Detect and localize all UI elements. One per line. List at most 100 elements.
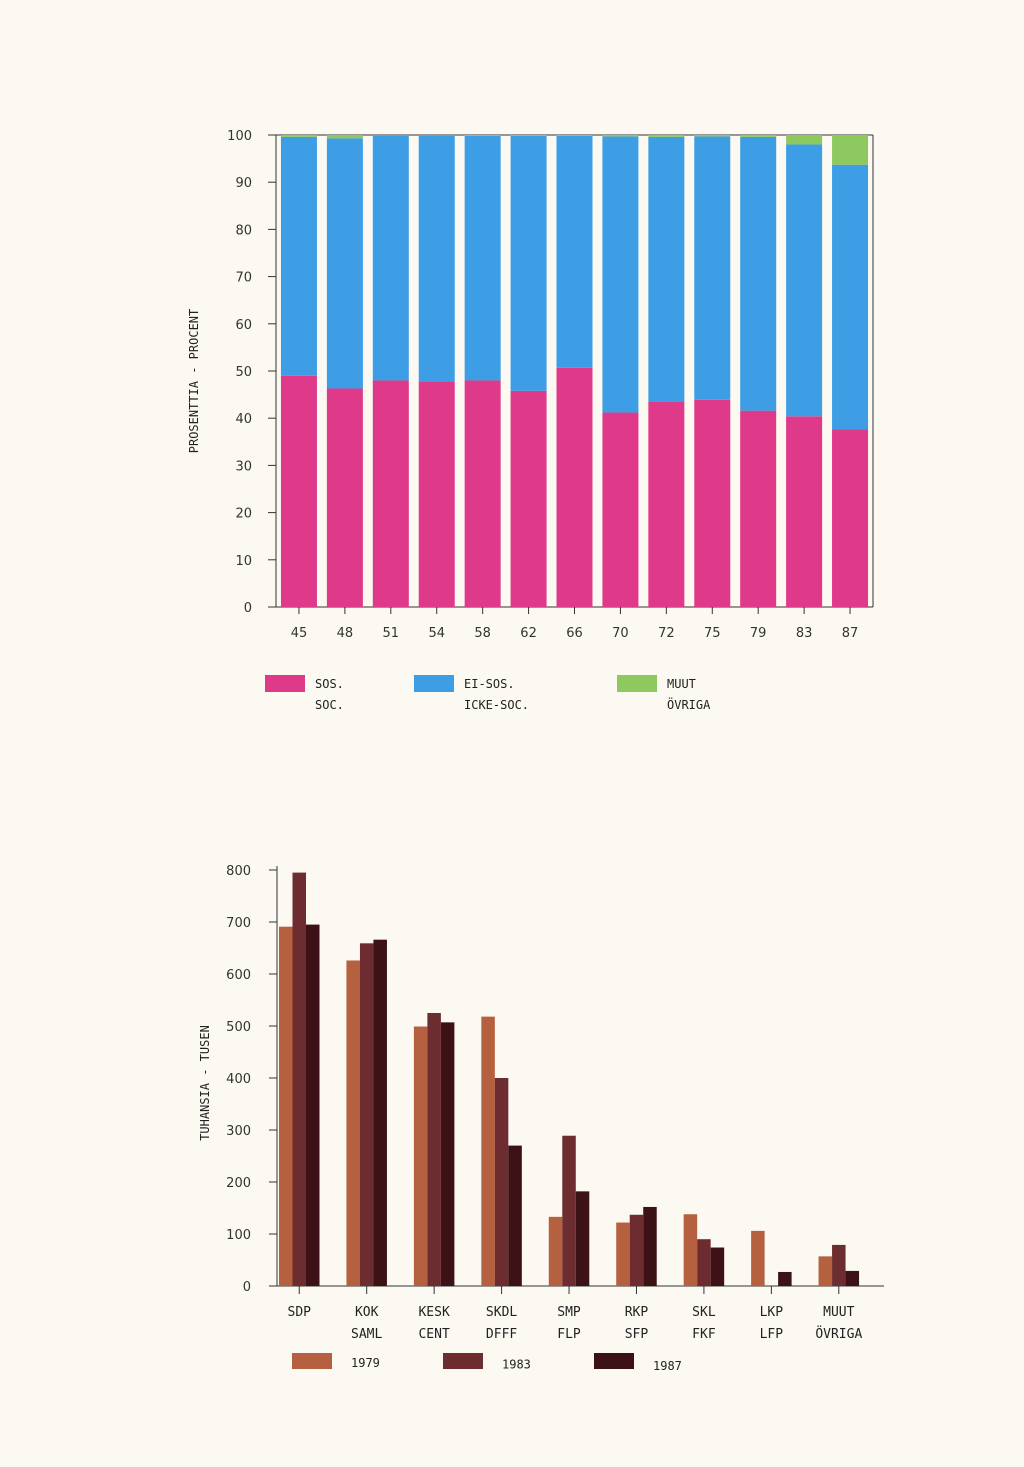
bar-segment-ei-sos xyxy=(372,135,409,381)
y-axis-title: TUHANSIA - TUSEN xyxy=(198,1025,212,1141)
bar-segment-ei-sos xyxy=(832,164,869,430)
x-category-label: SKDL xyxy=(486,1305,517,1320)
bar-1979 xyxy=(818,1256,833,1286)
x-category-label: SFP xyxy=(625,1327,649,1342)
x-tick-label: 51 xyxy=(383,626,400,641)
bar-segment-ei-sos xyxy=(740,136,777,411)
y-tick-label: 600 xyxy=(226,968,251,983)
bar-1983 xyxy=(832,1244,846,1286)
bar-segment-ei-sos xyxy=(326,138,363,389)
x-category-label: ÖVRIGA xyxy=(815,1325,862,1342)
y-tick-label: 20 xyxy=(235,507,252,522)
legend-label: 1983 xyxy=(502,1358,531,1372)
bar-segment-muut xyxy=(786,135,823,145)
y-axis-title: PROSENTTIA - PROCENT xyxy=(187,309,201,454)
x-tick-label: 83 xyxy=(796,626,813,641)
bar-segment-sos xyxy=(832,429,869,607)
legend-label: MUUT xyxy=(667,677,696,691)
bar-segment-muut xyxy=(694,135,731,137)
y-tick-label: 40 xyxy=(235,412,252,427)
x-category-label: FLP xyxy=(557,1327,581,1342)
x-tick-label: 45 xyxy=(291,626,308,641)
bar-1979 xyxy=(346,960,360,1286)
x-category-label: SKL xyxy=(692,1305,716,1320)
bar-segment-ei-sos xyxy=(510,135,547,391)
bar-1983 xyxy=(494,1078,509,1286)
x-tick-label: 54 xyxy=(428,626,445,641)
bar-segment-ei-sos xyxy=(602,136,639,413)
legend-label: SOS. xyxy=(315,677,344,691)
bar-1983 xyxy=(359,943,374,1286)
x-tick-label: 79 xyxy=(750,626,767,641)
bar-segment-ei-sos xyxy=(280,136,317,376)
bar-1979 xyxy=(279,926,293,1286)
x-tick-label: 70 xyxy=(612,626,629,641)
legend-label: 1979 xyxy=(351,1356,380,1370)
y-tick-label: 100 xyxy=(227,129,252,144)
bar-segment-sos xyxy=(786,416,823,607)
x-tick-label: 66 xyxy=(566,626,583,641)
y-tick-label: 70 xyxy=(235,271,252,286)
y-tick-label: 80 xyxy=(235,223,252,238)
legend-swatch xyxy=(414,675,454,692)
bar-segment-muut xyxy=(602,135,639,137)
bar-segment-sos xyxy=(556,367,593,607)
bar-segment-muut xyxy=(832,135,869,165)
bar-1983 xyxy=(629,1214,644,1286)
bar-1983 xyxy=(562,1135,576,1286)
x-category-label: SDP xyxy=(288,1305,312,1320)
y-tick-label: 10 xyxy=(235,554,252,569)
y-tick-label: 200 xyxy=(226,1176,251,1191)
party-votes-bar-chart: 0 100 200 300 400 500 600 700 800 TUHANSIA - TUSE… xyxy=(198,864,884,1373)
x-tick-label: 72 xyxy=(658,626,675,641)
x-category-label: KESK xyxy=(418,1305,449,1320)
legend-label: SOC. xyxy=(315,698,344,712)
bar-1979 xyxy=(616,1222,630,1286)
y-tick-label: 700 xyxy=(226,916,251,931)
bar-segment-sos xyxy=(510,390,547,607)
bar-1983 xyxy=(697,1239,711,1286)
y-tick-label: 30 xyxy=(235,459,252,474)
bar-segment-ei-sos xyxy=(418,135,455,382)
legend-swatch xyxy=(617,675,657,692)
y-tick-label: 400 xyxy=(226,1072,251,1087)
x-category-label: KOK xyxy=(355,1305,379,1320)
x-category-label: SMP xyxy=(557,1305,581,1320)
y-tick-label: 60 xyxy=(235,318,252,333)
x-tick-label: 75 xyxy=(704,626,721,641)
legend-label: EI-SOS. xyxy=(464,677,515,691)
bar-segment-ei-sos xyxy=(786,144,823,417)
legend-label: ÖVRIGA xyxy=(667,696,711,712)
bar-1987 xyxy=(508,1145,522,1286)
y-tick-label: 100 xyxy=(226,1228,251,1243)
x-category-label: FKF xyxy=(692,1327,716,1342)
bar-1987 xyxy=(575,1191,590,1286)
bar-segment-muut xyxy=(556,135,593,136)
bar-1979 xyxy=(413,1026,428,1286)
bar-1979 xyxy=(481,1016,495,1286)
bar-segment-muut xyxy=(464,135,501,136)
y-tick-label: 50 xyxy=(235,365,252,380)
x-category-label: DFFF xyxy=(486,1327,517,1342)
bar-segment-sos xyxy=(602,412,639,607)
bar-1983 xyxy=(292,872,306,1286)
x-tick-label: 62 xyxy=(520,626,537,641)
bar-segment-sos xyxy=(648,401,685,607)
bar-1983 xyxy=(427,1013,441,1286)
y-tick-label: 0 xyxy=(244,601,252,616)
bar-1979 xyxy=(548,1216,563,1286)
x-category-label: MUUT xyxy=(823,1305,854,1320)
x-category-label: LFP xyxy=(760,1327,784,1342)
y-tick-label: 300 xyxy=(226,1124,251,1139)
x-tick-label: 58 xyxy=(474,626,491,641)
bar-segment-ei-sos xyxy=(648,136,685,402)
legend-label: 1987 xyxy=(653,1359,682,1373)
legend-swatch xyxy=(443,1353,483,1369)
bar-1987 xyxy=(845,1270,860,1286)
stacked-vote-share-chart: 0 10 20 30 40 50 60 70 80 90 100 PROSENTTIA - PROCE… xyxy=(187,129,874,712)
x-tick-label: 48 xyxy=(337,626,354,641)
bar-1987 xyxy=(440,1022,455,1286)
y-tick-label: 0 xyxy=(243,1280,251,1295)
legend-label: ICKE-SOC. xyxy=(464,698,529,712)
